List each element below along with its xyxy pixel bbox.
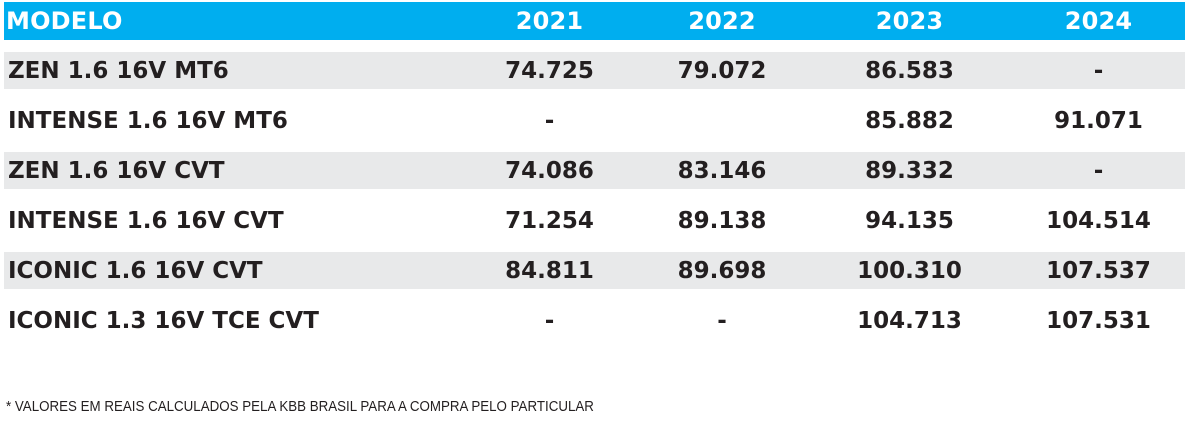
value-2021: 84.811 (505, 257, 594, 284)
table-row: ZEN 1.6 16V CVT 74.086 83.146 89.332 - (4, 152, 1185, 189)
table-row: INTENSE 1.6 16V CVT 71.254 89.138 94.135… (4, 202, 1185, 239)
value-2022: 83.146 (677, 157, 767, 184)
header-2021: 2021 (515, 7, 584, 35)
value-2023: 94.135 (865, 207, 954, 234)
table-row: ZEN 1.6 16V MT6 74.725 79.072 86.583 - (4, 52, 1185, 89)
value-2024: 91.071 (1054, 107, 1143, 134)
header-modelo: MODELO (6, 7, 123, 35)
value-2023: 85.882 (865, 107, 954, 134)
value-2024: - (1093, 57, 1104, 84)
table-row: ICONIC 1.3 16V TCE CVT - - 104.713 107.5… (4, 302, 1185, 339)
model-cell: ICONIC 1.3 16V TCE CVT (8, 307, 319, 334)
price-table: MODELO 2021 2022 2023 2024 ZEN 1.6 16V M… (4, 2, 1185, 339)
value-2021: 74.725 (505, 57, 594, 84)
value-2023: 89.332 (865, 157, 954, 184)
value-2024: 107.537 (1046, 257, 1151, 284)
value-2023: 104.713 (857, 307, 962, 334)
table-row: ICONIC 1.6 16V CVT 84.811 89.698 100.310… (4, 252, 1185, 289)
value-2021: 74.086 (505, 157, 594, 184)
value-2022: - (717, 307, 727, 334)
value-2023: 86.583 (865, 57, 954, 84)
model-cell: ZEN 1.6 16V MT6 (8, 57, 229, 84)
header-2022: 2022 (688, 7, 756, 35)
value-2022: 89.698 (677, 257, 767, 284)
value-2024: 104.514 (1046, 207, 1151, 234)
value-2022: 89.138 (677, 207, 767, 234)
model-cell: INTENSE 1.6 16V MT6 (8, 107, 288, 134)
value-2023: 100.310 (857, 257, 962, 284)
value-2024: 107.531 (1046, 307, 1151, 334)
value-2024: - (1093, 157, 1104, 184)
footnote: * VALORES EM REAIS CALCULADOS PELA KBB B… (6, 399, 594, 415)
table-header: MODELO 2021 2022 2023 2024 (4, 2, 1185, 40)
model-cell: ZEN 1.6 16V CVT (8, 157, 225, 184)
value-2022: 79.072 (677, 57, 767, 84)
value-2021: - (544, 307, 555, 334)
table-row: INTENSE 1.6 16V MT6 - 85.882 91.071 (4, 102, 1185, 139)
value-2021: - (544, 107, 555, 134)
header-2023: 2023 (875, 7, 944, 35)
model-cell: ICONIC 1.6 16V CVT (8, 257, 263, 284)
value-2021: 71.254 (505, 207, 594, 234)
header-2024: 2024 (1064, 7, 1133, 35)
model-cell: INTENSE 1.6 16V CVT (8, 207, 284, 234)
